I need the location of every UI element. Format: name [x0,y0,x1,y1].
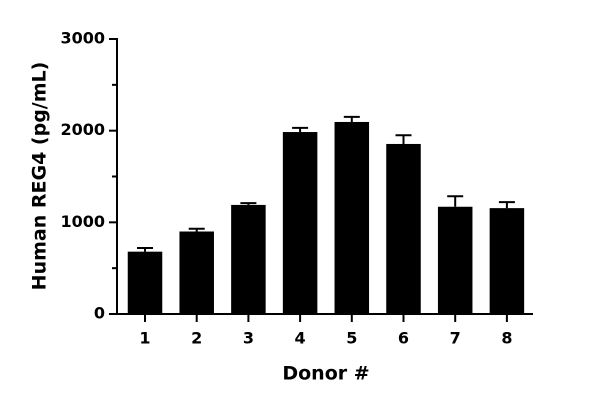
x-tick-label: 2 [191,329,202,348]
bar [489,208,525,314]
x-tick-label: 6 [398,329,409,348]
y-tick-label: 2000 [60,120,105,139]
x-tick-label: 4 [295,329,306,348]
x-tick-label: 8 [501,329,512,348]
bar [282,132,318,314]
x-tick-label: 5 [346,329,357,348]
y-tick-label: 3000 [60,29,105,48]
bar [386,143,421,314]
x-axis-title: Donor # [282,363,369,385]
bar [334,121,370,314]
x-tick-label: 1 [139,329,150,348]
x-tick-label: 3 [243,329,254,348]
bar [179,231,214,314]
bar [231,204,266,314]
bar [127,251,163,314]
y-tick-label: 1000 [60,212,105,231]
bar [437,206,473,314]
x-tick-label: 7 [450,329,461,348]
y-axis-title: Human REG4 (pg/mL) [29,62,51,291]
y-tick-label: 0 [94,304,105,323]
